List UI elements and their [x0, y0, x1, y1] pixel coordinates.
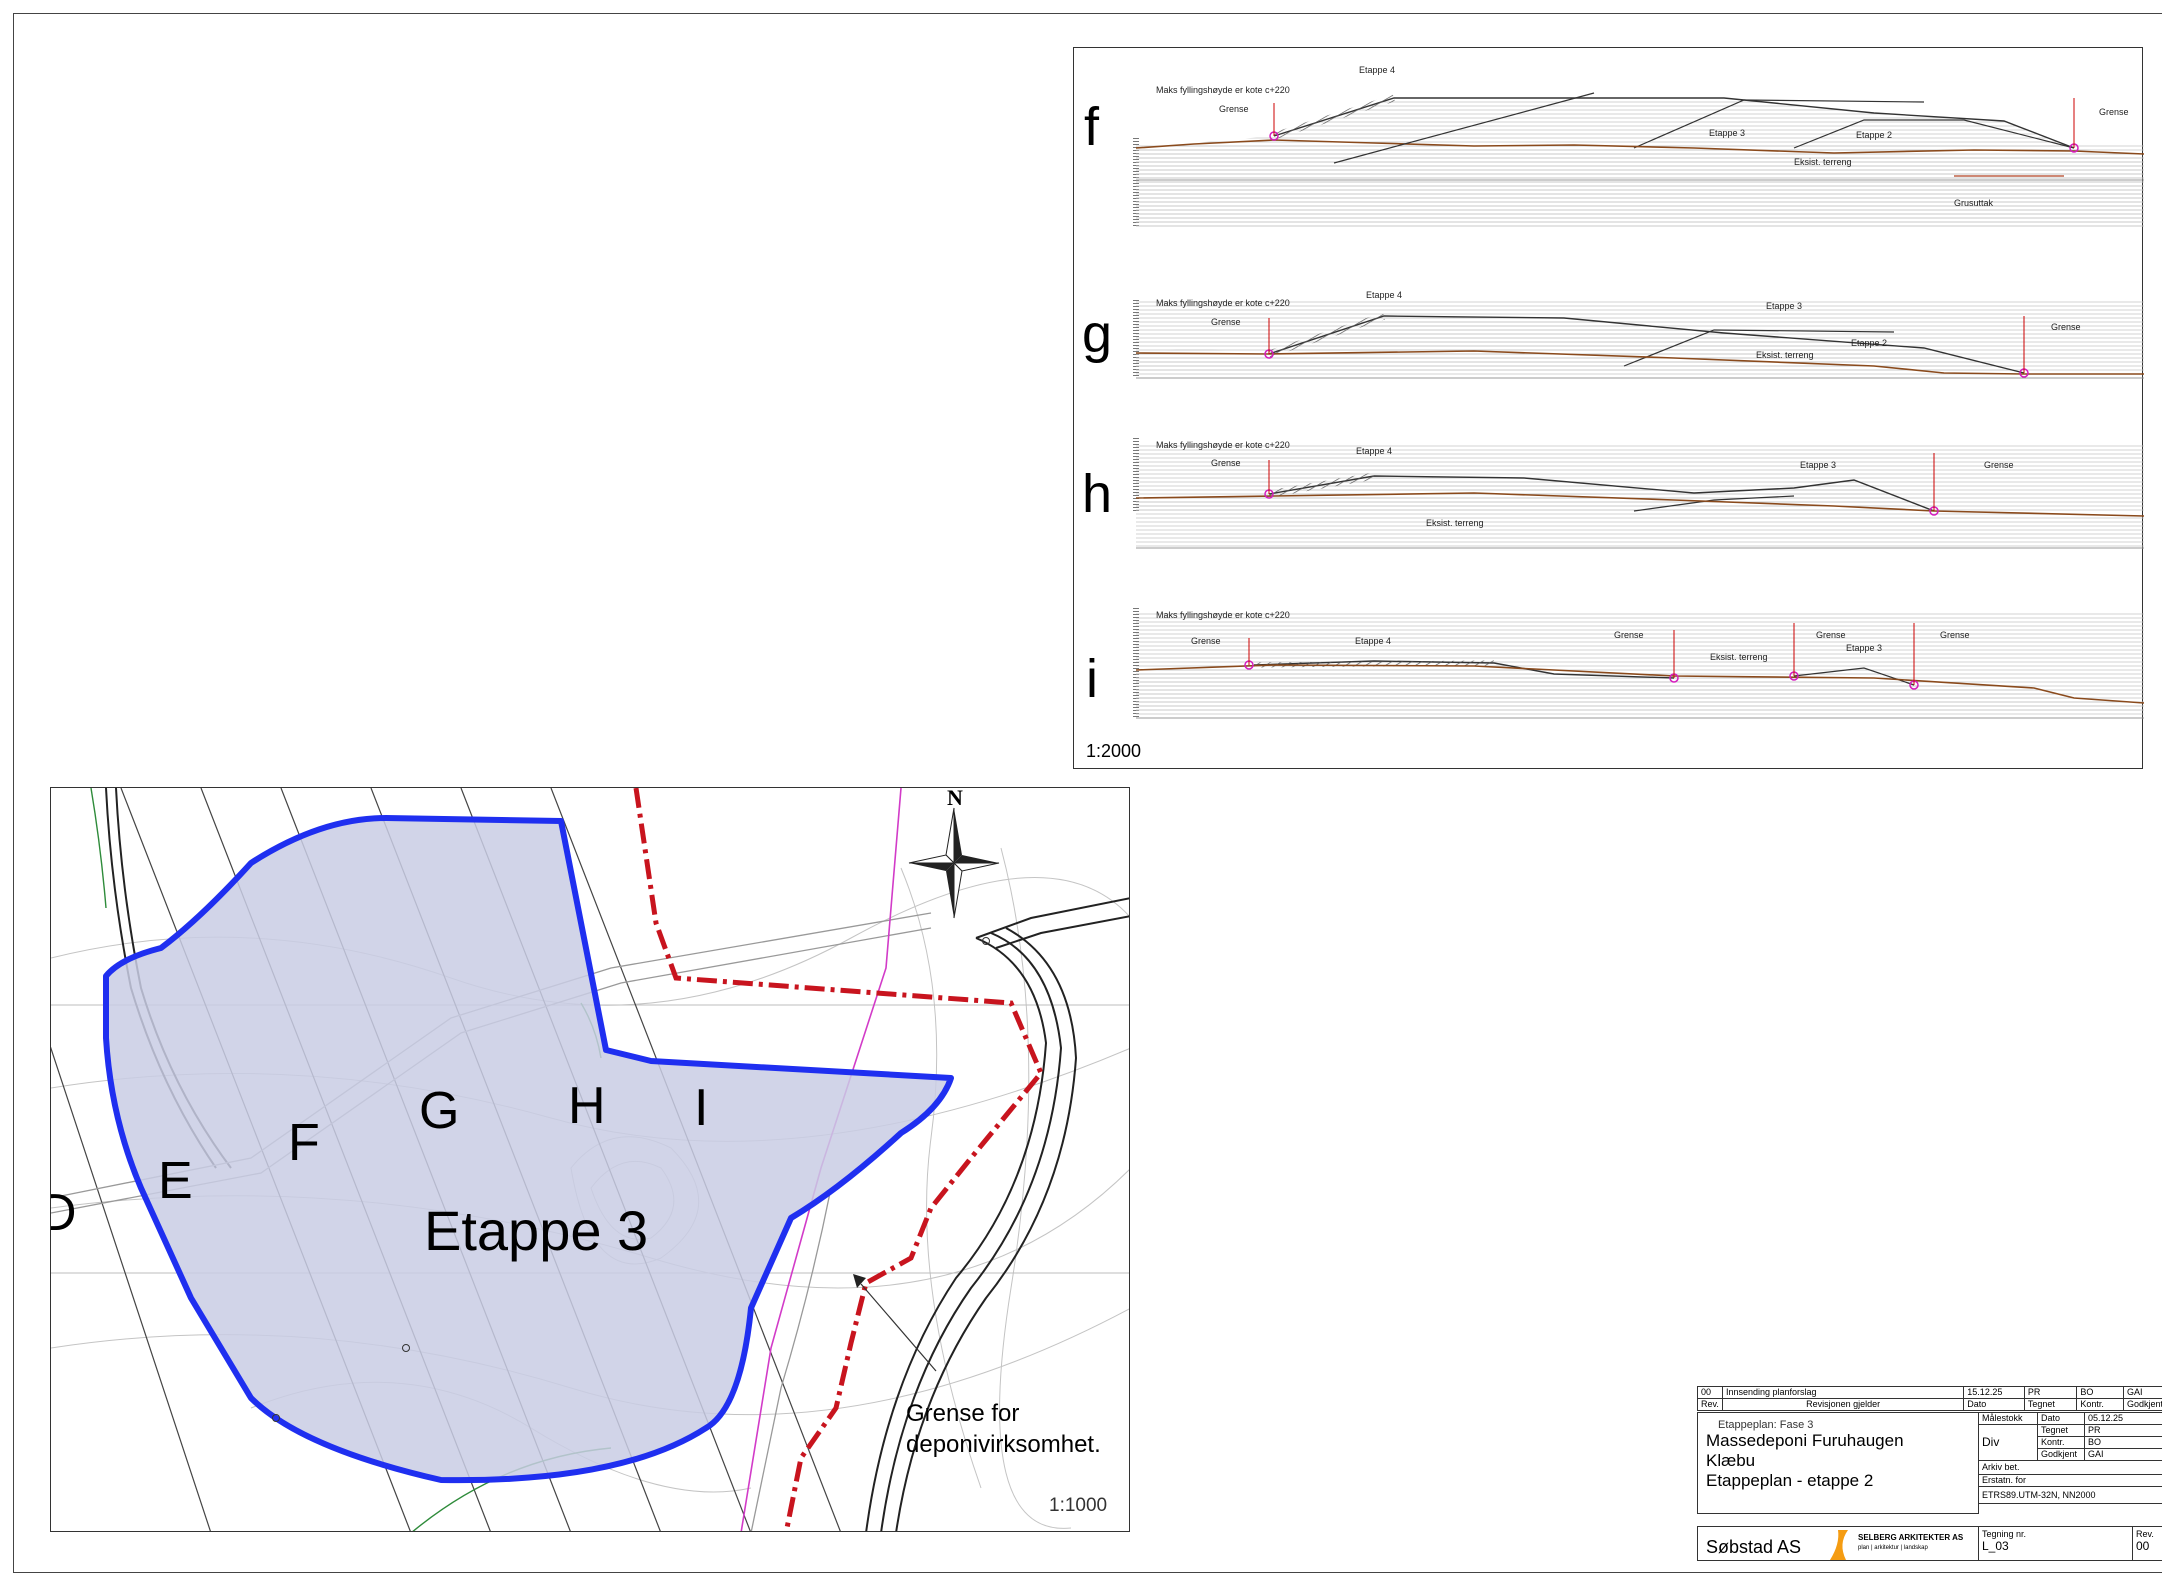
project-location: Klæbu	[1706, 1451, 1978, 1471]
section-g-label-grense: Grense	[1211, 317, 1241, 327]
section-g-label-eksist-terreng: Eksist. terreng	[1756, 350, 1814, 360]
tegnet-label: Tegnet	[2038, 1425, 2085, 1437]
arkiv-label: Arkiv bet.	[1979, 1461, 2162, 1475]
rev-checked: BO	[2077, 1387, 2124, 1399]
revision-box: Rev. 00	[2132, 1526, 2162, 1561]
section-i-label-grense-3: Grense	[1940, 630, 1970, 640]
rev-number: 00	[1698, 1387, 1723, 1399]
firm-name: SELBERG ARKITEKTER AS	[1858, 1533, 1963, 1542]
section-i-label-etappe-3: Etappe 3	[1846, 643, 1882, 653]
section-marker-e: E	[158, 1151, 193, 1211]
boundary-note-line-1: Grense for	[906, 1398, 1101, 1429]
section-f-label-grense-right: Grense	[2099, 107, 2129, 117]
title-block: 00 Innsending planforslag 15.12.25 PR BO…	[1697, 1386, 2162, 1561]
tegnet-value: PR	[2085, 1425, 2162, 1437]
erstatn-label: Erstatn. for	[1979, 1475, 2162, 1487]
client-firm-box: Søbstad AS SELBERG ARKITEKTER AS plan | …	[1697, 1526, 1979, 1561]
section-g	[1136, 300, 2144, 378]
kontr-value: BO	[2085, 1437, 2162, 1449]
cross-sections-panel: Maks fyllingshøyde er kote c+220 Etappe …	[1073, 47, 2143, 769]
section-g-label-etappe-2: Etappe 2	[1851, 338, 1887, 348]
section-i-label-grense-2: Grense	[1816, 630, 1846, 640]
sections-scale-label: 1:2000	[1086, 741, 1141, 762]
section-h-label-etappe-4: Etappe 4	[1356, 446, 1392, 456]
section-h-label-etappe-3: Etappe 3	[1800, 460, 1836, 470]
section-h-max-height-note: Maks fyllingshøyde er kote c+220	[1156, 440, 1290, 450]
firm-tagline: plan | arkitektur | landskap	[1858, 1545, 1928, 1551]
drawing-number: L_03	[1982, 1539, 2129, 1553]
kontr-label: Kontr.	[2038, 1437, 2085, 1449]
section-f-label-eksist-terreng: Eksist. terreng	[1794, 157, 1852, 167]
godkjent-value: GAI	[2085, 1449, 2162, 1461]
section-i	[1136, 608, 2144, 718]
section-h-label-grense-right: Grense	[1984, 460, 2014, 470]
revision-table: 00 Innsending planforslag 15.12.25 PR BO…	[1697, 1386, 2162, 1411]
north-label: N	[947, 788, 963, 810]
etappe-3-label: Etappe 3	[424, 1198, 648, 1263]
drawing-title: Etappeplan - etappe 2	[1706, 1471, 1978, 1491]
section-marker-d: D	[50, 1183, 77, 1243]
section-i-max-height-note: Maks fyllingshøyde er kote c+220	[1156, 610, 1290, 620]
section-i-label-grense-mid: Grense	[1614, 630, 1644, 640]
section-i-label-eksist-terreng: Eksist. terreng	[1710, 652, 1768, 662]
drawing-info-table: Målestokk Dato 05.12.25 Div Tegnet PR Ko…	[1978, 1412, 2162, 1504]
map-scale-label: 1:1000	[1049, 1495, 1107, 1517]
section-f-max-height-note: Maks fyllingshøyde er kote c+220	[1156, 85, 1290, 95]
site-map-panel: N D E F G H I Etappe 3 Grense for deponi…	[50, 787, 1130, 1532]
godkjent-label: Godkjent	[2038, 1449, 2085, 1461]
section-f-label-etappe-3: Etappe 3	[1709, 128, 1745, 138]
section-f-label-grusuttak: Grusuttak	[1954, 198, 1994, 208]
coordinate-system: ETRS89.UTM-32N, NN2000	[1979, 1487, 2162, 1504]
header-rev: Rev.	[1698, 1399, 1723, 1411]
rev-drawn: PR	[2024, 1387, 2077, 1399]
scale-value: Div	[1979, 1425, 2038, 1461]
scale-label: Målestokk	[1979, 1413, 2038, 1425]
section-h-label-eksist-terreng: Eksist. terreng	[1426, 518, 1484, 528]
project-subtitle: Etappeplan: Fase 3	[1706, 1419, 1978, 1431]
header-checked: Kontr.	[2077, 1399, 2124, 1411]
dato-value: 05.12.25	[2085, 1413, 2162, 1425]
revision-label: Rev.	[2136, 1529, 2162, 1539]
section-g-label-etappe-3: Etappe 3	[1766, 301, 1802, 311]
header-drawn: Tegnet	[2024, 1399, 2077, 1411]
section-marker-g: G	[419, 1081, 459, 1141]
section-f-label-etappe-4: Etappe 4	[1359, 65, 1395, 75]
rev-approved: GAI	[2123, 1387, 2162, 1399]
header-rev-applies: Revisjonen gjelder	[1722, 1399, 1963, 1411]
drawing-number-label: Tegning nr.	[1982, 1529, 2129, 1539]
boundary-note-line-2: deponivirksomhet.	[906, 1429, 1101, 1460]
dato-label: Dato	[2038, 1413, 2085, 1425]
boundary-note: Grense for deponivirksomhet.	[906, 1398, 1101, 1460]
section-marker-f: F	[288, 1113, 320, 1173]
section-i-label-grense: Grense	[1191, 636, 1221, 646]
header-date: Dato	[1964, 1399, 2025, 1411]
header-approved: Godkjent	[2123, 1399, 2162, 1411]
section-g-max-height-note: Maks fyllingshøyde er kote c+220	[1156, 298, 1290, 308]
selberg-logo-icon	[1826, 1530, 1852, 1560]
project-name: Massedeponi Furuhaugen	[1706, 1431, 1978, 1451]
drawing-number-box: Tegning nr. L_03	[1978, 1526, 2133, 1561]
section-marker-i: I	[694, 1078, 708, 1138]
cross-sections-drawing: Maks fyllingshøyde er kote c+220 Etappe …	[1074, 48, 2144, 770]
section-letter-g: g	[1082, 303, 1112, 365]
client-name: Søbstad AS	[1706, 1537, 1801, 1558]
section-f-label-grense: Grense	[1219, 104, 1249, 114]
section-letter-h: h	[1082, 463, 1112, 525]
section-i-label-etappe-4: Etappe 4	[1355, 636, 1391, 646]
section-f-label-etappe-2: Etappe 2	[1856, 130, 1892, 140]
section-g-label-grense-right: Grense	[2051, 322, 2081, 332]
rev-description: Innsending planforslag	[1722, 1387, 1963, 1399]
etappe-3-area	[106, 818, 951, 1480]
section-h	[1136, 438, 2144, 548]
section-g-label-etappe-4: Etappe 4	[1366, 290, 1402, 300]
north-arrow-icon: N	[909, 788, 999, 918]
project-title-box: Etappeplan: Fase 3 Massedeponi Furuhauge…	[1697, 1412, 1979, 1514]
rev-date: 15.12.25	[1964, 1387, 2025, 1399]
section-letter-f: f	[1084, 96, 1099, 158]
revision-value: 00	[2136, 1539, 2162, 1553]
section-marker-h: H	[568, 1076, 606, 1136]
section-letter-i: i	[1086, 648, 1098, 710]
section-h-label-grense: Grense	[1211, 458, 1241, 468]
